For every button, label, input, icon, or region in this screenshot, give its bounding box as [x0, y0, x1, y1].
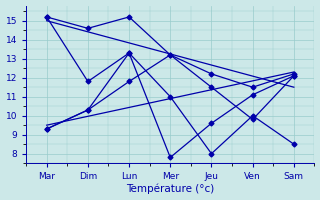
X-axis label: Température (°c): Température (°c) [126, 184, 214, 194]
